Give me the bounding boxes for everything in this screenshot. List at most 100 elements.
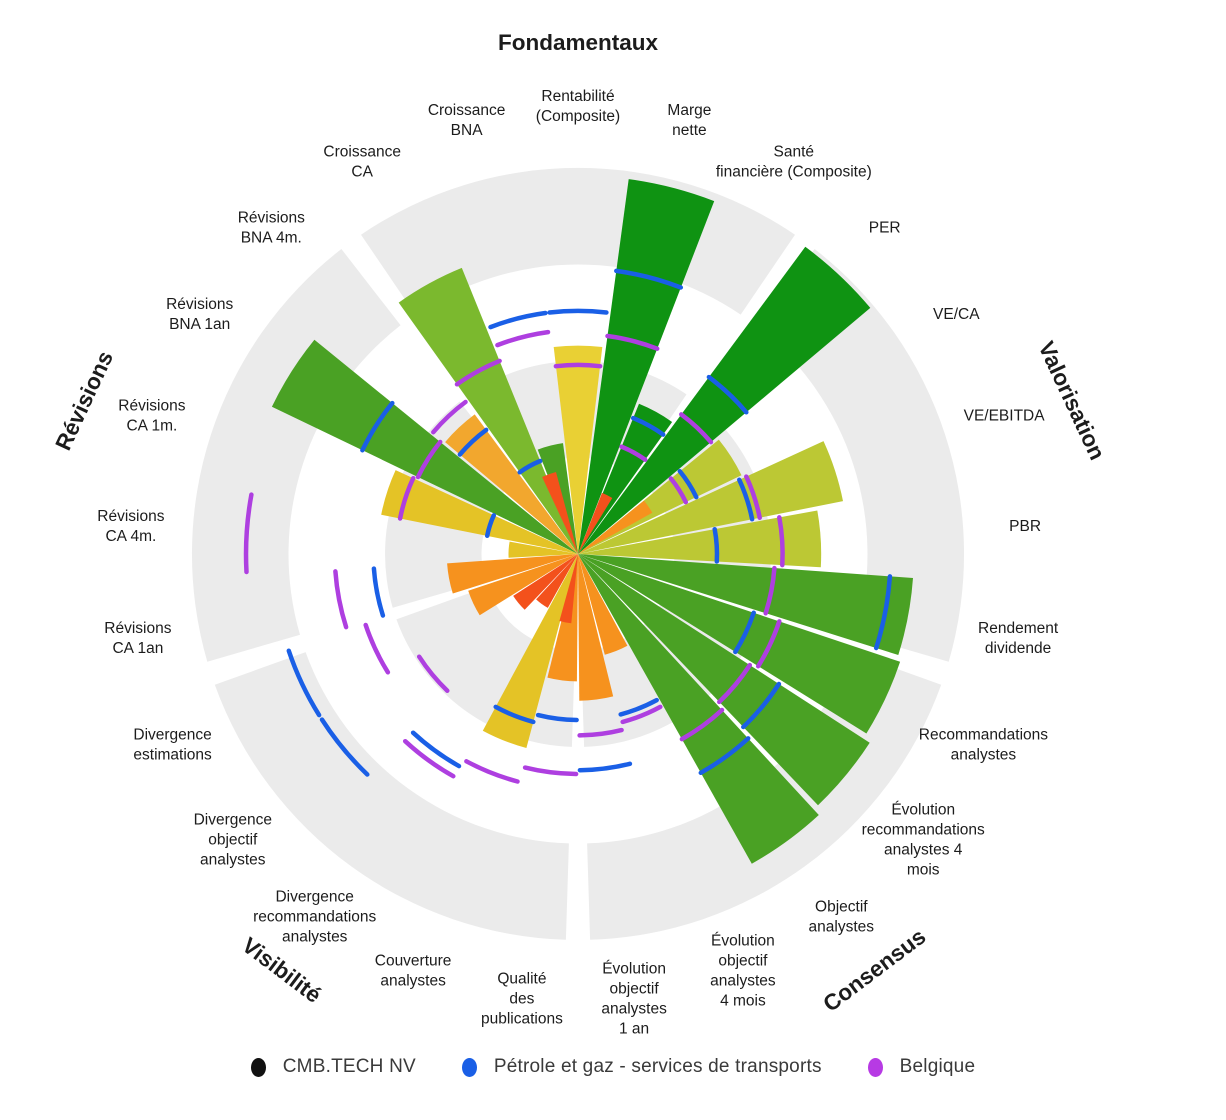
country-arc-evolution-objectif-analystes-4-mois[interactable] bbox=[620, 704, 663, 725]
wedge-evolution-recommandations-analystes-4-mois[interactable] bbox=[578, 554, 870, 806]
metric-label-revisions-bna-4m: Révisions BNA 4m. bbox=[238, 209, 305, 246]
wedge-croissance-ca[interactable] bbox=[398, 267, 578, 554]
sector-arc-revisions-bna-1an[interactable] bbox=[360, 400, 395, 453]
sector-arc-revisions-ca-1an[interactable] bbox=[371, 566, 386, 618]
metric-label-sante-financiere-composite: Santé financière (Composite) bbox=[716, 143, 872, 180]
metric-label-revisions-bna-1an: Révisions BNA 1an bbox=[166, 296, 233, 333]
country-arc-revisions-ca-1m[interactable] bbox=[397, 475, 416, 521]
metric-label-marge-nette: Marge nette bbox=[667, 102, 711, 139]
metric-label-divergence-estimations: Divergence estimations bbox=[133, 727, 212, 764]
sector-arc-ve-ca[interactable] bbox=[677, 468, 699, 500]
sector-arc-croissance-ca[interactable] bbox=[517, 458, 543, 475]
sector-arc-divergence-estimations[interactable] bbox=[286, 648, 322, 718]
country-arc-objectif-analystes[interactable] bbox=[679, 707, 725, 742]
sector-arc-marge-nette[interactable] bbox=[614, 268, 684, 290]
wedge-divergence-objectif-analystes[interactable] bbox=[513, 554, 578, 610]
wedge-sante-financiere-composite[interactable] bbox=[578, 403, 673, 554]
center-accent-wedge-0 bbox=[578, 492, 613, 554]
sector-arc-evolution-objectif-analystes-1-an[interactable] bbox=[577, 761, 633, 773]
metric-label-rentabilite-composite: Rentabilité (Composite) bbox=[536, 88, 620, 125]
legend-item-country[interactable]: Belgique bbox=[867, 1056, 976, 1078]
country-arc-couverture-analystes[interactable] bbox=[464, 759, 520, 784]
legend-item-company[interactable]: CMB.TECH NV bbox=[250, 1056, 416, 1078]
company-series-dot bbox=[250, 1057, 266, 1077]
company-series-label: CMB.TECH NV bbox=[282, 1056, 416, 1077]
sector-arc-per[interactable] bbox=[706, 374, 749, 415]
sector-arc-croissance-bna[interactable] bbox=[488, 310, 548, 330]
country-arc-rendement-dividende[interactable] bbox=[763, 565, 777, 616]
country-arc-rentabilite-composite[interactable] bbox=[553, 362, 603, 369]
country-arc-evolution-objectif-analystes-1-an[interactable] bbox=[577, 727, 624, 738]
metric-label-per: PER bbox=[869, 219, 901, 236]
wedge-revisions-ca-1an[interactable] bbox=[447, 554, 578, 594]
wedge-rendement-dividende[interactable] bbox=[578, 554, 913, 655]
wedge-revisions-bna-4m[interactable] bbox=[445, 414, 578, 554]
wedge-evolution-objectif-analystes-4-mois[interactable] bbox=[578, 554, 628, 655]
center-accent-wedge-3 bbox=[542, 472, 578, 554]
superperformance-polar-chart: Croissance CA Croissance BNA Rentabilité (Com… bbox=[51, 30, 1110, 1038]
sector-arc-sante-financiere-composite[interactable] bbox=[630, 415, 666, 437]
sector-series-dot bbox=[461, 1057, 477, 1077]
legend-item-sector[interactable]: Pétrole et gaz - services de transports bbox=[461, 1056, 822, 1078]
metric-label-qualite-des-publications: Qualité des publications bbox=[481, 971, 563, 1028]
group-label-valorisation: Valorisation bbox=[1033, 338, 1110, 464]
wedge-revisions-ca-4m[interactable] bbox=[508, 541, 578, 558]
wedge-pbr[interactable] bbox=[578, 510, 822, 568]
country-series-label: Belgique bbox=[899, 1056, 976, 1077]
country-arc-revisions-bna-4m[interactable] bbox=[431, 399, 468, 435]
wedge-objectif-analystes[interactable] bbox=[578, 554, 819, 864]
group-label-consensus: Consensus bbox=[818, 924, 930, 1017]
wedge-per[interactable] bbox=[578, 246, 871, 555]
wedge-divergence-recommandations-analystes[interactable] bbox=[536, 554, 578, 608]
country-arc-marge-nette[interactable] bbox=[605, 333, 660, 351]
country-arc-revisions-bna-1an[interactable] bbox=[415, 439, 443, 480]
country-arc-divergence-recommandations-analystes[interactable] bbox=[402, 738, 456, 779]
wedge-ve-ebitda[interactable] bbox=[578, 441, 843, 554]
metric-label-rendement-dividende: Rendement dividende bbox=[978, 620, 1059, 657]
sector-arc-divergence-objectif-analystes[interactable] bbox=[319, 717, 370, 777]
sector-arc-pbr[interactable] bbox=[712, 526, 720, 564]
country-arc-ve-ebitda[interactable] bbox=[744, 474, 762, 520]
country-arc-croissance-ca[interactable] bbox=[454, 358, 502, 387]
sector-arc-rentabilite-composite[interactable] bbox=[547, 308, 609, 315]
country-arc-ve-ca[interactable] bbox=[668, 476, 689, 505]
country-arc-revisions-ca-4m[interactable] bbox=[243, 492, 254, 575]
sector-series-label: Pétrole et gaz - services de transports bbox=[493, 1056, 822, 1077]
sector-arc-rendement-dividende[interactable] bbox=[873, 574, 893, 651]
center-accent-wedge-1 bbox=[578, 500, 653, 554]
sector-arc-qualite-des-publications[interactable] bbox=[535, 712, 579, 723]
ring-band-outer-visibilite bbox=[214, 652, 569, 940]
country-arc-croissance-bna[interactable] bbox=[495, 329, 551, 348]
wedge-rentabilite-composite[interactable] bbox=[553, 345, 603, 554]
metric-label-recommandations-analystes: Recommandations analystes bbox=[919, 727, 1048, 764]
metric-label-revisions-ca-4m: Révisions CA 4m. bbox=[97, 508, 164, 545]
sector-arc-evolution-objectif-analystes-4-mois[interactable] bbox=[618, 697, 659, 717]
sector-arc-couverture-analystes[interactable] bbox=[493, 704, 536, 725]
sector-arc-recommandations-analystes[interactable] bbox=[733, 610, 756, 655]
country-arc-per[interactable] bbox=[679, 412, 714, 445]
metric-label-evolution-recommandations-analystes-4-mois: Évolution recommandations analystes 4 mois bbox=[862, 802, 985, 879]
country-arc-qualite-des-publications[interactable] bbox=[522, 765, 579, 777]
superperformance-chart-area: Croissance CA Croissance BNA Rentabilité (Com… bbox=[51, 30, 1110, 1038]
wedge-couverture-analystes[interactable] bbox=[482, 554, 578, 748]
sector-arc-divergence-recommandations-analystes[interactable] bbox=[410, 730, 462, 769]
sector-arc-revisions-ca-1m[interactable] bbox=[484, 513, 497, 539]
wedge-evolution-objectif-analystes-1-an[interactable] bbox=[578, 554, 614, 701]
sector-arc-ve-ebitda[interactable] bbox=[737, 477, 755, 522]
wedge-marge-nette[interactable] bbox=[578, 179, 715, 554]
country-arc-revisions-ca-1an[interactable] bbox=[333, 569, 349, 630]
country-arc-evolution-recommandations-analystes-4-mois[interactable] bbox=[717, 662, 753, 705]
group-label-fondamentaux: Fondamentaux bbox=[498, 30, 659, 55]
country-arc-pbr[interactable] bbox=[777, 515, 785, 568]
sector-arc-evolution-recommandations-analystes-4-mois[interactable] bbox=[741, 681, 782, 730]
country-arc-divergence-objectif-analystes[interactable] bbox=[416, 654, 450, 693]
sector-arc-objectif-analystes[interactable] bbox=[698, 736, 751, 776]
sector-arc-revisions-bna-4m[interactable] bbox=[457, 427, 489, 457]
country-arc-recommandations-analystes[interactable] bbox=[755, 619, 782, 669]
wedge-revisions-bna-1an[interactable] bbox=[271, 339, 578, 554]
wedge-revisions-ca-1m[interactable] bbox=[381, 470, 578, 554]
metric-label-pbr: PBR bbox=[1009, 518, 1041, 535]
country-arc-divergence-estimations[interactable] bbox=[363, 622, 391, 675]
wedge-divergence-estimations[interactable] bbox=[468, 554, 578, 616]
country-arc-sante-financiere-composite[interactable] bbox=[619, 444, 648, 462]
